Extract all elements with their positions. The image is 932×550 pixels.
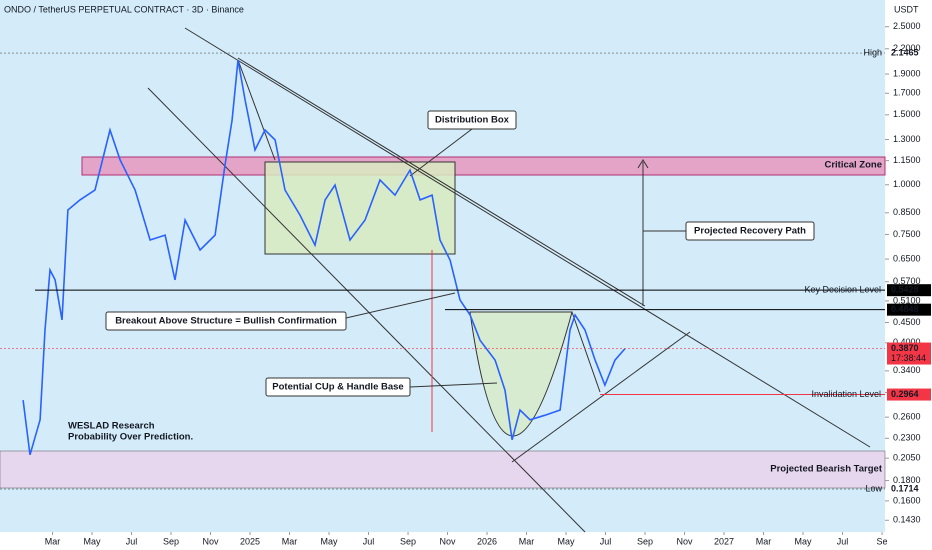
- countdown: 17:38:44: [891, 353, 926, 363]
- y-tick-label: 0.2600: [893, 412, 921, 422]
- x-tick-label: May: [84, 536, 102, 546]
- leader-line: [409, 128, 473, 177]
- y-tick-label: 1.9000: [893, 68, 921, 78]
- x-tick-label: Jul: [600, 536, 612, 546]
- time-axis: [0, 532, 885, 550]
- y-tick-label: 0.8500: [893, 207, 921, 217]
- y-tick-label: 0.1430: [893, 515, 921, 525]
- annotation-boxes: Critical Zone Distribution Box Projected…: [68, 110, 883, 475]
- y-tick-label: 0.3400: [893, 365, 921, 375]
- price-tag: [887, 388, 931, 401]
- x-tick-label: Jul: [837, 536, 849, 546]
- x-tick-label: Nov: [677, 536, 694, 546]
- cup-shape: [469, 311, 573, 437]
- y-tick-label: 1.1500: [893, 155, 921, 165]
- level-name: Invalidation Level: [811, 389, 881, 399]
- y-tick-label: 0.4500: [893, 317, 921, 327]
- y-tick-label: 1.7000: [893, 88, 921, 98]
- x-tick-label: Sep: [163, 536, 179, 546]
- trend-lines: [147, 27, 871, 533]
- annotation: Breakout Above Structure = Bullish Confi…: [115, 316, 337, 327]
- x-tick-label: Jul: [363, 536, 375, 546]
- price-tag: [887, 284, 931, 297]
- y-tick-label: 0.1600: [893, 495, 921, 505]
- y-tick-label: 2.2000: [893, 43, 921, 53]
- level-name: High: [863, 47, 882, 57]
- leader-line: [409, 382, 498, 388]
- x-tick-label: Mar: [45, 536, 61, 546]
- trend-line: [571, 311, 601, 393]
- annotation: Distribution Box: [435, 115, 510, 126]
- label-box: [105, 311, 347, 331]
- x-tick-label: 2025: [240, 536, 260, 546]
- motto: Probability Over Prediction.: [68, 432, 193, 443]
- x-tick-label: Mar: [756, 536, 772, 546]
- x-tick-label: Sep: [637, 536, 653, 546]
- price-tag-label: 0.5428: [891, 285, 919, 295]
- trend-line: [237, 59, 276, 161]
- plot-background: [0, 0, 885, 532]
- trend-line: [237, 57, 646, 307]
- annotation: Projected Recovery Path: [694, 226, 806, 237]
- level-name: Low: [865, 483, 882, 493]
- x-tick-label: Jul: [126, 536, 138, 546]
- y-tick-label: 2.5000: [893, 21, 921, 31]
- annotation: Potential CUp & Handle Base: [272, 382, 403, 393]
- brand: WESLAD Research: [68, 421, 155, 432]
- y-tick-label: 0.5100: [893, 295, 921, 305]
- y-tick-label: 0.2050: [893, 453, 921, 463]
- price-tag-label: 0.4848: [891, 304, 919, 314]
- chart-title: ONDO / TetherUS PERPETUAL CONTRACT · 3D …: [4, 4, 244, 14]
- trend-line: [184, 27, 871, 448]
- trend-line: [511, 331, 691, 463]
- x-tick-label: Sep: [400, 536, 416, 546]
- x-tick-label: 2027: [714, 536, 734, 546]
- price-tag-label: 0.2964: [891, 389, 919, 399]
- y-tick-label: 1.3000: [893, 134, 921, 144]
- price-tag-label: 0.1714: [891, 483, 919, 493]
- annotation: Projected Bearish Target: [770, 464, 883, 475]
- y-tick-label: 0.7500: [893, 229, 921, 239]
- price-tag: [887, 303, 931, 316]
- x-tick-label: Se: [877, 536, 888, 546]
- bearish-zone: [0, 450, 886, 489]
- leader-line: [345, 292, 456, 319]
- y-tick-label: 0.6500: [893, 253, 921, 263]
- x-tick-label: Nov: [440, 536, 457, 546]
- x-tick-label: Mar: [282, 536, 298, 546]
- currency: USDT: [894, 4, 919, 14]
- x-tick-label: May: [558, 536, 576, 546]
- price-tag: [887, 342, 931, 365]
- x-tick-label: Nov: [203, 536, 220, 546]
- price-axis: [885, 0, 932, 550]
- level-name: Key Decision Level: [804, 285, 881, 295]
- price-line: [22, 59, 626, 456]
- x-tick-label: May: [795, 536, 813, 546]
- trend-line: [147, 87, 586, 533]
- y-tick-label: 1.5000: [893, 109, 921, 119]
- y-tick-label: 0.4000: [893, 337, 921, 347]
- x-tick-label: 2026: [477, 536, 497, 546]
- y-tick-label: 1.0000: [893, 179, 921, 189]
- y-tick-label: 0.2300: [893, 433, 921, 443]
- annotation: Critical Zone: [824, 160, 882, 171]
- price-tag-label: 2.1465: [891, 47, 919, 57]
- y-tick-label: 0.5700: [893, 276, 921, 286]
- arrow-head: [637, 159, 649, 169]
- critical-zone: [81, 156, 886, 176]
- x-tick-label: Mar: [519, 536, 535, 546]
- x-tick-label: May: [321, 536, 339, 546]
- price-tag-label: 0.3870: [891, 343, 919, 353]
- y-tick-label: 0.1800: [893, 475, 921, 485]
